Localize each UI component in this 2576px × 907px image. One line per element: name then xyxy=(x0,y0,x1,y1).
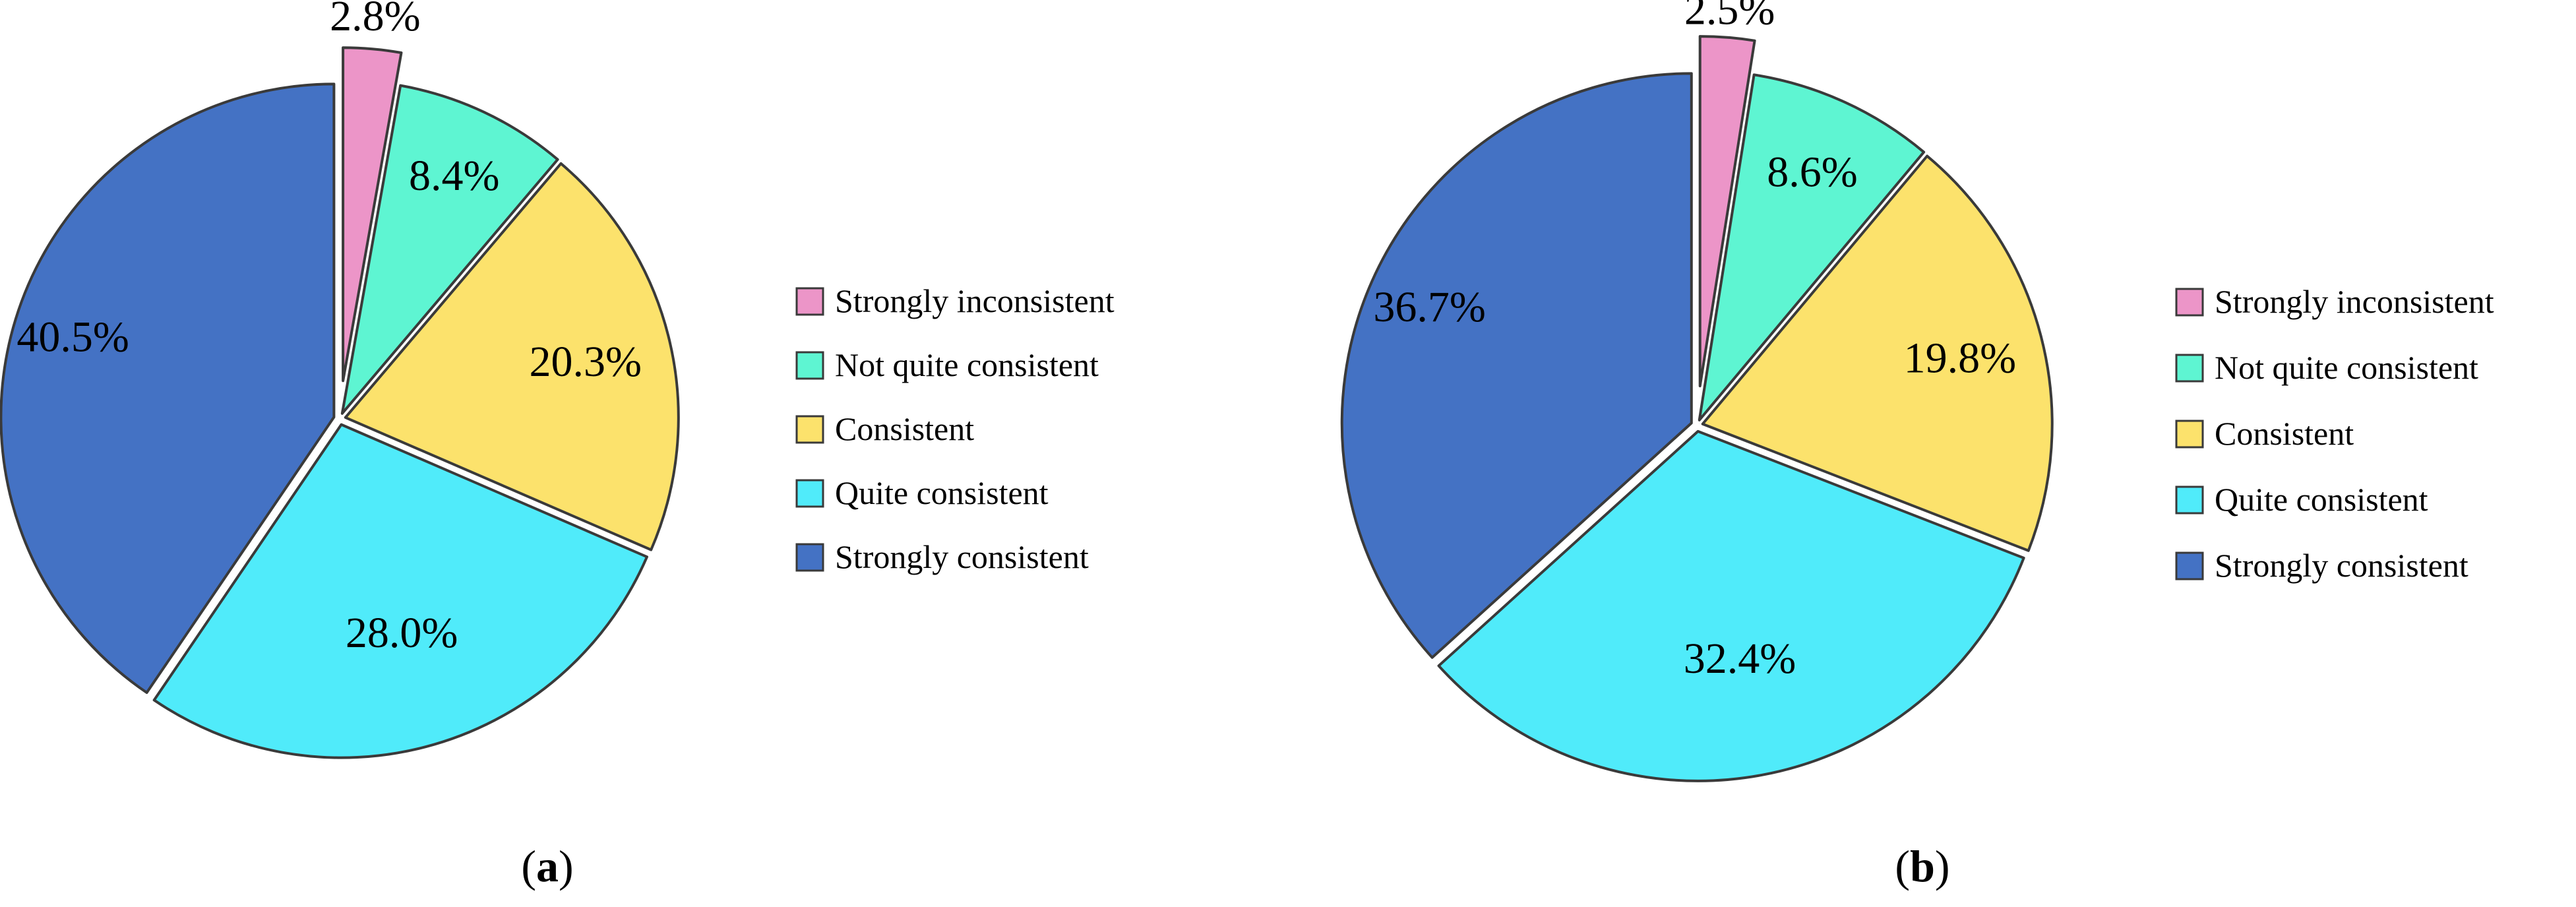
legend-a-label: Strongly inconsistent xyxy=(835,282,1115,319)
legend-a-label: Quite consistent xyxy=(835,474,1049,511)
legend-b-swatch xyxy=(2175,354,2204,383)
pie-a-labels: 2.8% 8.4% 20.3% 28.0% 40.5% xyxy=(16,0,642,657)
pie-a-slice-strongly-inconsistent xyxy=(342,46,403,383)
pie-a-slices xyxy=(0,46,680,759)
legend-b-swatch xyxy=(2175,485,2204,515)
legend-b-swatch xyxy=(2175,420,2204,449)
pie-b-value-label: 2.5% xyxy=(1684,0,1775,34)
legend-b-swatch xyxy=(2175,551,2204,580)
legend-b-swatch xyxy=(2175,288,2204,317)
legend-b-label: Quite consistent xyxy=(2215,481,2428,518)
legend-a-swatch xyxy=(795,351,824,380)
panel-label-b: (b) xyxy=(1895,841,1949,891)
legend-a-label: Strongly consistent xyxy=(835,538,1089,575)
pie-a-slice-strongly-consistent xyxy=(0,82,336,695)
pie-a-value-label: 28.0% xyxy=(346,609,458,657)
legend-b-label: Strongly inconsistent xyxy=(2215,283,2494,320)
pie-a-slice-not-quite-consistent xyxy=(340,84,559,415)
legend-b: Strongly inconsistent Not quite consisten… xyxy=(2175,283,2494,584)
pie-b-slice-strongly-inconsistent xyxy=(1698,35,1756,388)
pie-b-slice-quite-consistent xyxy=(1437,429,2025,782)
pie-b-value-label: 8.6% xyxy=(1767,148,1857,197)
legend-a-swatch xyxy=(795,479,824,508)
pie-a-value-label: 8.4% xyxy=(409,152,499,200)
pie-a-slice-consistent xyxy=(344,162,680,551)
pie-b-value-label: 36.7% xyxy=(1373,283,1485,331)
pie-b-labels: 2.5% 8.6% 19.8% 32.4% 36.7% xyxy=(1373,0,2016,683)
pie-b-slices xyxy=(1340,35,2054,782)
legend-b-label: Strongly consistent xyxy=(2215,547,2469,584)
pie-a-value-label: 20.3% xyxy=(529,338,641,386)
pie-chart-a: 2.8% 8.4% 20.3% 28.0% 40.5% xyxy=(0,0,680,759)
pie-b-slice-consistent xyxy=(1701,154,2054,552)
pie-b-value-label: 19.8% xyxy=(1904,334,2016,383)
legend-a-swatch xyxy=(795,287,824,316)
pie-b-slice-strongly-consistent xyxy=(1340,72,1693,659)
legend-a: Strongly inconsistent Not quite consisten… xyxy=(795,282,1115,575)
pie-a-value-label: 2.8% xyxy=(330,0,420,40)
legend-a-swatch xyxy=(795,543,824,572)
legend-b-label: Consistent xyxy=(2215,415,2354,452)
pie-a-value-label: 40.5% xyxy=(16,313,129,361)
panel-label-a: (a) xyxy=(521,841,573,891)
legend-a-label: Not quite consistent xyxy=(835,346,1099,383)
pie-b-slice-not-quite-consistent xyxy=(1698,73,1926,422)
legend-a-label: Consistent xyxy=(835,410,974,447)
legend-b-label: Not quite consistent xyxy=(2215,349,2478,386)
legend-a-swatch xyxy=(795,415,824,444)
pie-chart-b: 2.5% 8.6% 19.8% 32.4% 36.7% xyxy=(1340,0,2054,782)
pie-b-value-label: 32.4% xyxy=(1684,635,1796,683)
pie-a-slice-quite-consistent xyxy=(152,423,648,759)
